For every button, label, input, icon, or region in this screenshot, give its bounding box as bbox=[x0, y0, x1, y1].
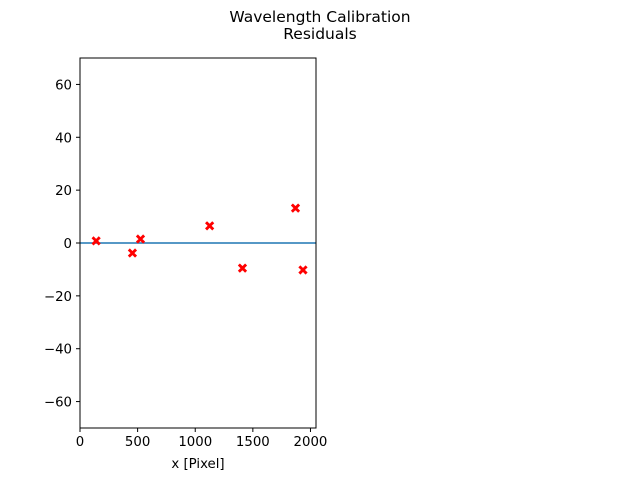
y-tick-label: −40 bbox=[44, 343, 72, 358]
data-point-marker bbox=[127, 248, 138, 258]
data-point-marker bbox=[91, 236, 101, 246]
x-tick-label: 1500 bbox=[236, 435, 270, 450]
data-point-marker bbox=[290, 203, 301, 213]
chart-title-line-2: Residuals bbox=[283, 25, 357, 43]
data-point-marker bbox=[237, 263, 248, 273]
y-tick-label: 40 bbox=[55, 131, 72, 146]
y-tick-label: 60 bbox=[55, 78, 72, 93]
y-axis-ticks: −60 −40 −20 0 20 40 60 bbox=[44, 78, 80, 411]
x-tick-label: 500 bbox=[125, 435, 150, 450]
data-point-marker bbox=[135, 234, 146, 244]
y-tick-label: −60 bbox=[44, 396, 72, 411]
x-tick-label: 1000 bbox=[178, 435, 212, 450]
x-axis-ticks: 0 500 1000 1500 2000 bbox=[76, 428, 328, 450]
data-point-marker bbox=[298, 265, 308, 275]
x-axis-label: x [Pixel] bbox=[171, 457, 224, 472]
data-point-marker bbox=[205, 221, 215, 231]
y-tick-label: 0 bbox=[64, 237, 72, 252]
x-tick-label: 0 bbox=[76, 435, 84, 450]
chart-title: Wavelength Calibration Residuals bbox=[229, 8, 410, 43]
y-tick-label: 20 bbox=[55, 184, 72, 199]
y-tick-label: −20 bbox=[44, 290, 72, 305]
x-tick-label: 2000 bbox=[294, 435, 328, 450]
data-points-layer bbox=[91, 203, 308, 275]
chart-title-line-1: Wavelength Calibration bbox=[229, 8, 410, 26]
